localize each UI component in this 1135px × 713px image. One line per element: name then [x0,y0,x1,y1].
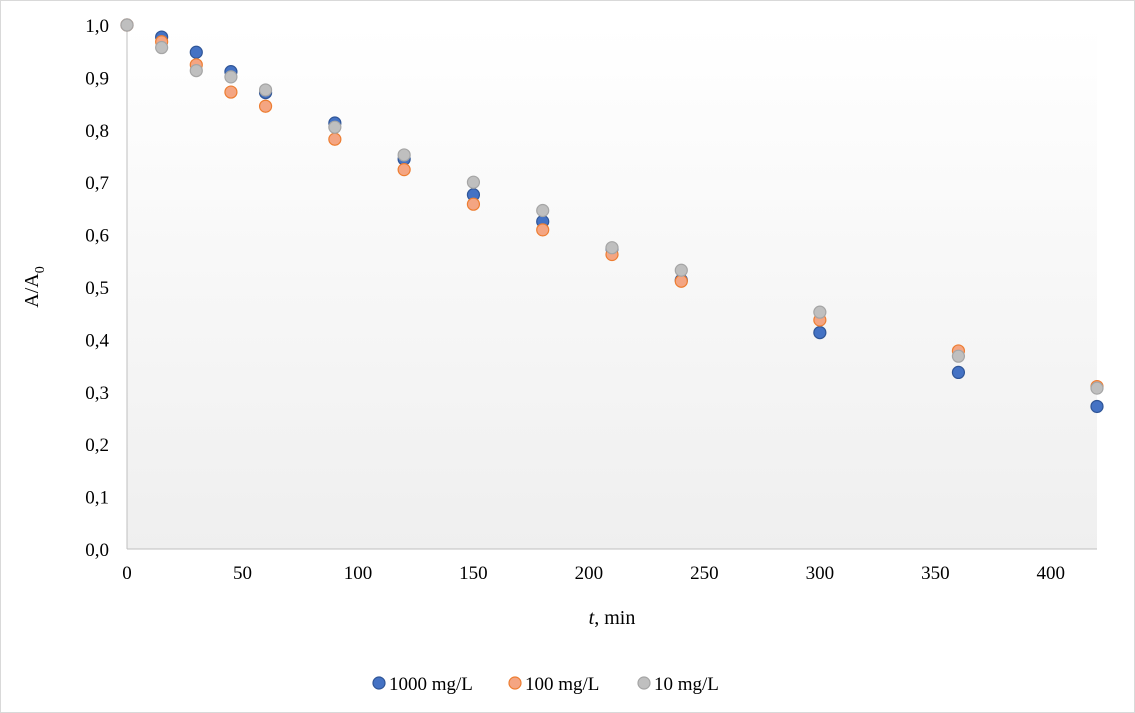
x-tick-label: 0 [122,563,132,584]
data-point [466,197,481,211]
axes [126,25,1097,550]
data-point [605,241,619,255]
legend-marker [637,676,651,690]
y-axis-title: A/A0 [21,266,48,307]
data-point [951,365,966,380]
data-point [536,203,550,218]
x-tick-label: 250 [690,563,719,584]
data-point [224,85,238,99]
data-point [189,45,203,59]
data-point [258,83,273,97]
data-point [1090,381,1104,395]
data-point [674,274,688,288]
data-point [189,63,203,78]
x-tick-label: 100 [344,563,373,584]
data-point [120,18,134,32]
y-tick-label: 0,9 [85,68,109,89]
data-point [397,148,411,162]
legend-label: 1000 mg/L [389,674,473,695]
x-tick-label: 350 [921,563,950,584]
y-tick-label: 0,6 [85,226,109,247]
data-point [813,325,827,340]
data-point [951,349,966,363]
x-tick-label: 300 [806,563,835,584]
x-tick-label: 50 [233,563,252,584]
y-tick-label: 0,4 [85,330,109,351]
data-point [397,163,411,177]
data-point [1090,399,1104,414]
x-tick-label: 200 [575,563,604,584]
y-tick-label: 1,0 [85,16,109,37]
data-point [224,70,238,84]
data-point [813,305,827,319]
data-point [674,263,688,277]
y-tick-label: 0,7 [85,173,109,194]
data-point [328,132,342,146]
x-axis-title: t, min [589,607,636,629]
x-tick-labels: 0 50 100 150 200 250 300 350 400 [122,563,1065,584]
legend-marker [372,676,386,690]
data-point [328,120,342,134]
data-points [120,18,1104,414]
y-tick-label: 0,0 [85,540,109,561]
legend-label: 100 mg/L [525,674,599,695]
y-tick-labels: 0,0 0,1 0,2 0,3 0,4 0,5 0,6 0,7 0,8 0,9 1,0 [85,16,109,561]
x-tick-label: 150 [459,563,488,584]
y-tick-label: 0,5 [85,278,109,299]
y-tick-label: 0,2 [85,435,109,456]
legend-label: 10 mg/L [654,674,719,695]
y-tick-label: 0,1 [85,488,109,509]
y-tick-label: 0,3 [85,383,109,404]
y-tick-label: 0,8 [85,121,109,142]
data-point [155,40,169,55]
legend: 1000 mg/L 100 mg/L 10 mg/L [372,674,719,695]
x-tick-label: 400 [1037,563,1066,584]
data-point [536,223,550,237]
data-point [258,99,273,113]
legend-marker [508,676,522,690]
plot-area [127,25,1097,549]
data-point [466,175,481,189]
